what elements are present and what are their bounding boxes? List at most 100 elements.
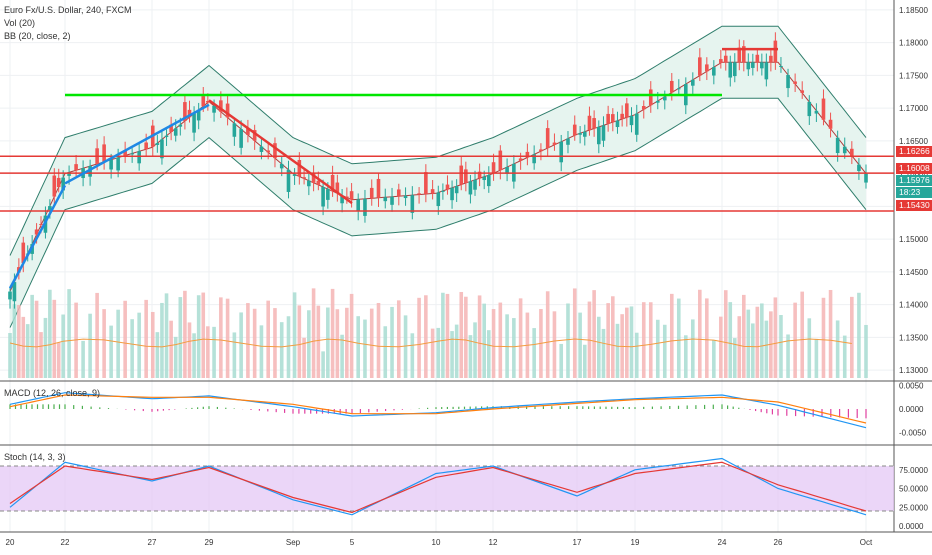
volume-bar (755, 306, 760, 378)
candle-body (732, 62, 737, 77)
time-tick-label: 26 (774, 538, 783, 547)
candle-body (719, 59, 723, 63)
volume-bar (81, 340, 85, 378)
volume-bar (116, 309, 120, 378)
candle-body (582, 131, 587, 137)
candle-body (219, 100, 223, 112)
candle-body (302, 177, 306, 179)
candle-body (498, 150, 503, 171)
candle-body (821, 98, 826, 120)
price-tick-label: 1.14500 (899, 268, 928, 277)
price-badge-5: 1.15430 (896, 200, 932, 211)
time-tick-label: 20 (6, 538, 15, 547)
volume-bar (737, 316, 742, 378)
volume-bar (828, 289, 833, 378)
volume-bar (498, 302, 503, 378)
volume-bar (349, 293, 354, 378)
candle-body (292, 174, 297, 176)
volume-bar (486, 330, 491, 378)
candle-body (450, 187, 454, 201)
candle-body (21, 242, 26, 264)
stoch-indicator-label[interactable]: Stoch (14, 3, 3) (4, 452, 66, 462)
candle-body (88, 166, 92, 177)
volume-bar (691, 319, 695, 378)
candle-body (807, 101, 812, 117)
bb-indicator-label[interactable]: BB (20, close, 2) (4, 31, 71, 41)
volume-bar (173, 336, 178, 378)
volume-bar (403, 315, 408, 378)
candle-body (746, 62, 751, 70)
candle-body (340, 195, 344, 204)
candle-body (454, 186, 459, 194)
volume-bar (683, 335, 688, 378)
vol-indicator-label[interactable]: Vol (20) (4, 18, 36, 28)
candle-body (655, 100, 660, 103)
macd-indicator-label[interactable]: MACD (12, 26, close, 9) (4, 388, 101, 398)
volume-bar (232, 332, 237, 378)
candle-body (155, 143, 160, 145)
bollinger-lower-line (9, 97, 867, 328)
candle-body (74, 164, 78, 171)
candle-body (67, 172, 71, 176)
price-badge-4: 18:23 (896, 187, 932, 198)
candle-body (606, 113, 610, 124)
volume-bar (410, 333, 415, 378)
candle-body (307, 180, 311, 187)
price-tick-label: 1.15000 (899, 235, 928, 244)
candle-body (737, 47, 742, 63)
volume-bar (326, 307, 330, 378)
candle-body (436, 192, 441, 207)
volume-bar (396, 300, 401, 378)
bollinger-band-fill (10, 26, 866, 328)
candle-body (629, 115, 634, 126)
volume-bar (330, 288, 335, 378)
candle-body (335, 182, 340, 194)
volume-bar (779, 315, 783, 378)
volume-bar (273, 308, 277, 378)
price-tick-label: 1.17500 (899, 71, 928, 80)
volume-bar (155, 332, 160, 378)
candle-body (102, 144, 106, 162)
volume-bar (760, 303, 764, 378)
candle-body (482, 176, 487, 181)
candle-body (316, 180, 321, 185)
candle-body (12, 282, 17, 302)
candle-body (751, 62, 755, 68)
candle-body (369, 187, 374, 199)
candle-body (755, 54, 760, 63)
trendline (8, 184, 67, 289)
candle-body (518, 158, 523, 161)
volume-bar (356, 316, 361, 378)
volume-bar (219, 297, 223, 378)
candle-body (403, 195, 408, 199)
volume-bar (52, 299, 57, 378)
candle-body (286, 169, 291, 192)
candle-body (246, 128, 250, 135)
candle-body (615, 120, 620, 128)
candle-body (491, 162, 496, 174)
price-tick-label: 1.18500 (899, 6, 928, 15)
volume-bar (578, 312, 582, 378)
candle-body (698, 57, 702, 76)
candle-body (505, 167, 509, 174)
volume-bar (297, 305, 302, 378)
volume-bar (201, 292, 206, 378)
candle-body (279, 163, 284, 169)
candle-body (206, 101, 210, 103)
candle-body (705, 64, 709, 72)
stoch-tick-label: 25.0000 (899, 503, 928, 512)
volume-bar (473, 322, 477, 378)
candle-body (160, 139, 164, 159)
volume-bar (723, 290, 728, 378)
candle-body (396, 189, 401, 197)
volume-bar (266, 300, 270, 378)
candle-body (212, 105, 216, 113)
volume-bar (183, 290, 187, 378)
candle-body (383, 197, 388, 202)
volume-bar (746, 309, 751, 378)
volume-bar (12, 304, 17, 378)
volume-bar (67, 289, 71, 378)
volume-bar (424, 295, 428, 378)
